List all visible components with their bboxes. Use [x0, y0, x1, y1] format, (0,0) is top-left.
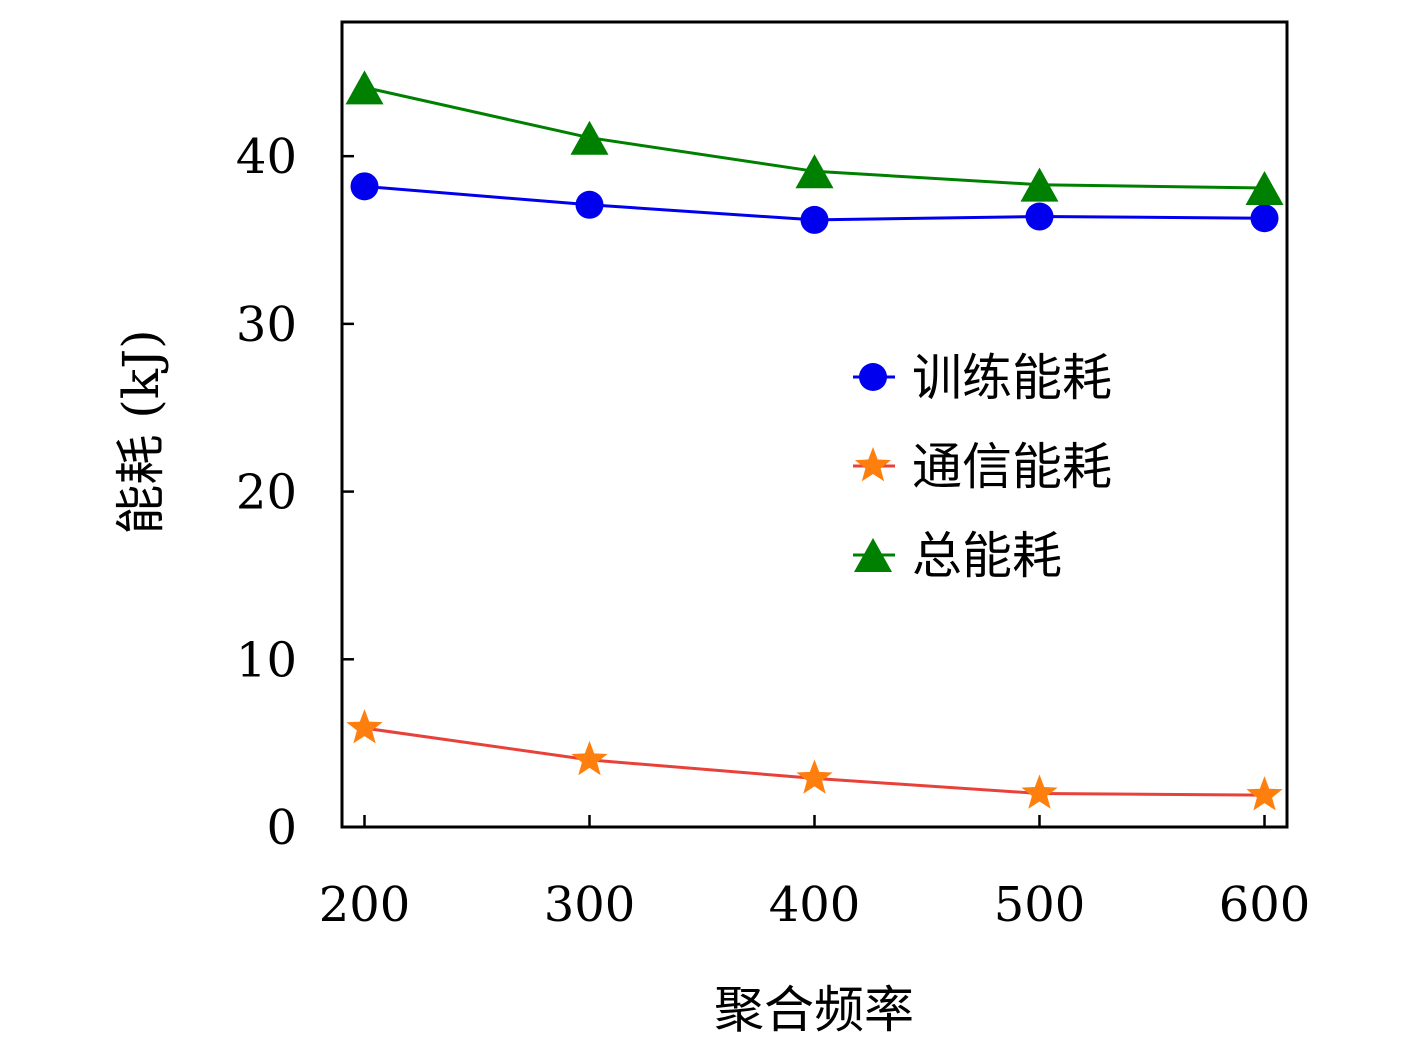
- series-circle: [350, 172, 1279, 234]
- data-point-triangle: [1245, 171, 1284, 206]
- data-point-triangle: [345, 70, 384, 105]
- y-axis-title: 能耗 (kJ): [112, 329, 170, 534]
- x-tick-label: 200: [319, 877, 411, 933]
- data-point-triangle: [570, 120, 609, 155]
- data-point-circle: [1250, 204, 1279, 233]
- data-point-circle: [350, 172, 379, 201]
- series-triangle: [345, 70, 1284, 206]
- legend-item: 通信能耗: [853, 438, 1112, 496]
- legend-label: 训练能耗: [912, 349, 1112, 407]
- data-point-star: [346, 709, 383, 744]
- legend-label: 通信能耗: [912, 438, 1112, 496]
- data-point-star: [796, 759, 833, 794]
- legend-item: 总能耗: [853, 527, 1062, 585]
- legend-label: 总能耗: [912, 527, 1062, 585]
- data-point-triangle: [1020, 167, 1059, 202]
- y-tick-label: 30: [236, 297, 297, 353]
- legend-star-icon: [854, 447, 892, 482]
- x-tick-label: 300: [544, 877, 636, 933]
- legend-triangle-icon: [854, 538, 892, 572]
- y-tick-label: 20: [236, 465, 297, 521]
- data-point-triangle: [795, 154, 834, 189]
- y-tick-label: 0: [266, 800, 297, 856]
- plot-frame: [340, 20, 1289, 829]
- data-point-circle: [1025, 202, 1054, 231]
- x-tick-label: 600: [1219, 877, 1311, 933]
- series-layer: [345, 70, 1284, 811]
- data-point-star: [571, 740, 608, 776]
- legend-item: 训练能耗: [853, 349, 1112, 407]
- data-point-circle: [575, 190, 604, 219]
- y-tick-label: 10: [236, 632, 297, 688]
- legend-circle-icon: [859, 363, 887, 391]
- series-star: [346, 709, 1283, 811]
- x-tick-label: 400: [769, 877, 861, 933]
- x-tick-label: 500: [994, 877, 1086, 933]
- x-axis-title: 聚合频率: [714, 981, 914, 1039]
- data-point-star: [1021, 774, 1058, 809]
- ticks-layer: 200 300 400 500 600 0 10 20 30 40: [236, 129, 1310, 933]
- data-point-circle: [800, 205, 829, 234]
- data-point-star: [1246, 776, 1283, 811]
- y-tick-label: 40: [236, 129, 297, 185]
